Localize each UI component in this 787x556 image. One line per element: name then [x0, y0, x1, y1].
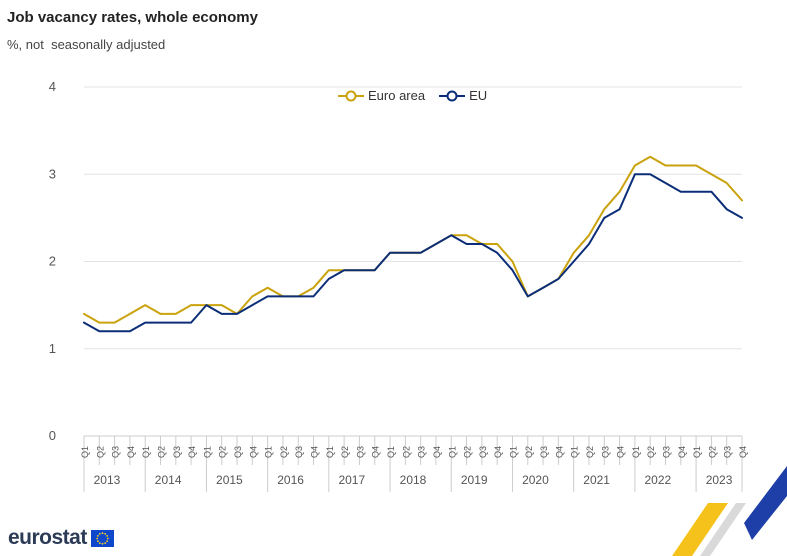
- chart-title: Job vacancy rates, whole economy: [7, 9, 258, 26]
- year-label: 2016: [277, 473, 304, 487]
- quarter-tick-label: Q1: [631, 446, 641, 458]
- year-label: 2020: [522, 473, 549, 487]
- quarter-tick-label: Q3: [111, 446, 121, 458]
- year-label: 2019: [461, 473, 488, 487]
- quarter-tick-label: Q2: [707, 446, 717, 458]
- quarter-tick-label: Q4: [371, 446, 381, 458]
- quarter-tick-label: Q2: [218, 446, 228, 458]
- quarter-tick-label: Q1: [447, 446, 457, 458]
- year-label: 2022: [644, 473, 671, 487]
- series-line-eu: [83, 173, 743, 333]
- quarter-tick-label: Q3: [355, 446, 365, 458]
- quarter-tick-label: Q3: [172, 446, 182, 458]
- quarter-tick-label: Q3: [539, 446, 549, 458]
- quarter-tick-label: Q2: [646, 446, 656, 458]
- year-label: 2015: [216, 473, 243, 487]
- y-tick-label: 1: [49, 341, 56, 356]
- quarter-tick-label: Q4: [493, 446, 503, 458]
- quarter-tick-label: Q1: [386, 446, 396, 458]
- quarter-tick-label: Q2: [157, 446, 167, 458]
- quarter-tick-label: Q3: [294, 446, 304, 458]
- eurostat-logo: eurostat: [8, 526, 114, 550]
- y-tick-label: 2: [49, 254, 56, 269]
- chart-subtitle: %, not seasonally adjusted: [7, 37, 166, 52]
- year-label: 2021: [583, 473, 610, 487]
- quarter-tick-label: Q3: [478, 446, 488, 458]
- quarter-tick-label: Q4: [432, 446, 442, 458]
- quarter-tick-label: Q4: [738, 446, 748, 458]
- y-tick-label: 3: [49, 166, 56, 181]
- quarter-tick-label: Q2: [585, 446, 595, 458]
- quarter-tick-label: Q3: [723, 446, 733, 458]
- quarter-tick-label: Q4: [187, 446, 197, 458]
- quarter-tick-label: Q4: [126, 446, 136, 458]
- quarter-tick-label: Q1: [508, 446, 518, 458]
- year-label: 2013: [94, 473, 121, 487]
- legend-label-eu: EU: [469, 88, 488, 103]
- corner-ribbon-blue: [744, 466, 787, 540]
- quarter-tick-label: Q2: [463, 446, 473, 458]
- quarter-tick-label: Q1: [570, 446, 580, 458]
- eu-flag-icon: [90, 529, 114, 547]
- quarter-tick-label: Q3: [417, 446, 427, 458]
- quarter-tick-label: Q1: [264, 446, 274, 458]
- series-line-euro-area: [83, 155, 743, 324]
- quarter-tick-label: Q1: [141, 446, 151, 458]
- quarter-tick-label: Q2: [279, 446, 289, 458]
- quarter-tick-label: Q1: [202, 446, 212, 458]
- quarter-tick-label: Q2: [95, 446, 105, 458]
- quarter-tick-label: Q4: [554, 446, 564, 458]
- circle-marker-icon: [439, 90, 466, 101]
- quarter-tick-label: Q4: [248, 446, 258, 458]
- legend-item-eu[interactable]: EU: [439, 88, 487, 103]
- quarter-tick-label: Q3: [600, 446, 610, 458]
- year-label: 2023: [706, 473, 733, 487]
- logo-text: eurostat: [8, 526, 87, 549]
- quarter-tick-label: Q1: [692, 446, 702, 458]
- legend-label-euro-area: Euro area: [368, 88, 426, 103]
- quarter-tick-label: Q2: [524, 446, 534, 458]
- year-label: 2017: [338, 473, 365, 487]
- year-label: 2018: [400, 473, 427, 487]
- quarter-tick-label: Q1: [80, 446, 90, 458]
- corner-ribbon-grey: [700, 503, 746, 556]
- quarter-tick-label: Q4: [677, 446, 687, 458]
- corner-ribbon-yellow: [672, 503, 728, 556]
- y-tick-label: 4: [49, 79, 56, 94]
- legend-item-euro-area[interactable]: Euro area: [338, 88, 425, 103]
- quarter-tick-label: Q2: [401, 446, 411, 458]
- quarter-tick-label: Q4: [310, 446, 320, 458]
- quarter-tick-label: Q1: [325, 446, 335, 458]
- chart-legend: Euro area EU: [338, 88, 487, 103]
- quarter-tick-label: Q3: [233, 446, 243, 458]
- quarter-tick-label: Q3: [661, 446, 671, 458]
- year-label: 2014: [155, 473, 182, 487]
- circle-marker-icon: [338, 90, 364, 101]
- quarter-tick-label: Q4: [616, 446, 626, 458]
- quarter-tick-label: Q2: [340, 446, 350, 458]
- y-tick-label: 0: [49, 428, 56, 443]
